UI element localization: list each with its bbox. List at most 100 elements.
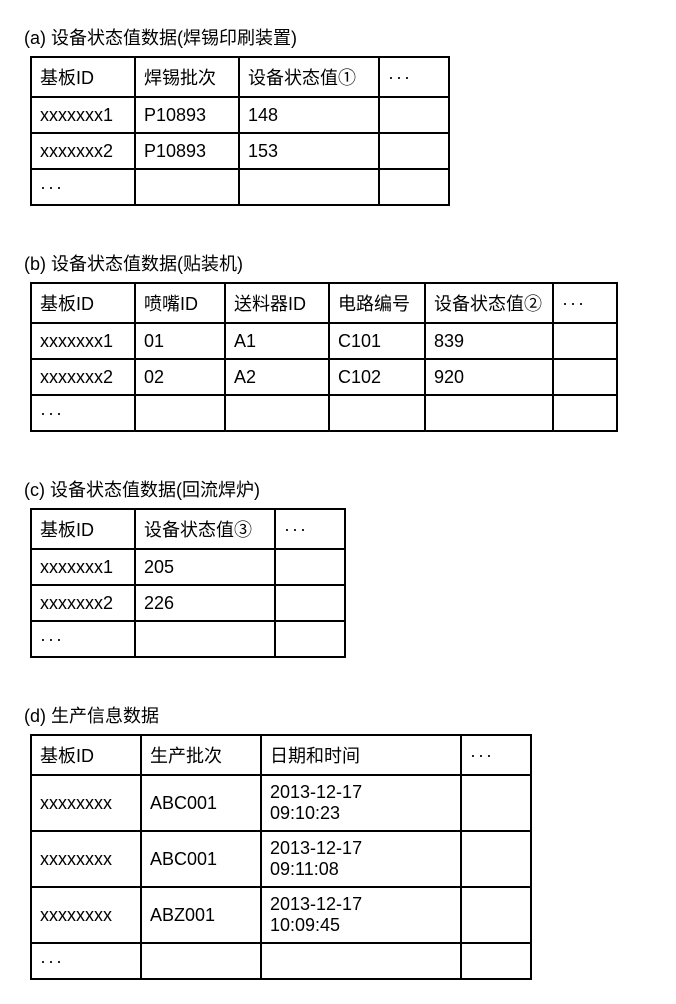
table-cell: [135, 169, 239, 205]
table-cell: 2013-12-1709:10:23: [261, 775, 461, 831]
table-cell: [239, 169, 379, 205]
table-cell: xxxxxxx1: [31, 97, 135, 133]
table-cell: [275, 585, 345, 621]
table-cell: 205: [135, 549, 275, 585]
table-section-1: (b) 设备状态值数据(贴装机)基板ID喷嘴ID送料器ID电路编号设备状态值②·…: [20, 250, 656, 432]
data-table: 基板ID焊锡批次设备状态值①···xxxxxxx1P10893148xxxxxx…: [30, 56, 450, 206]
table-header-cell: ···: [275, 509, 345, 549]
table-header-cell: 设备状态值③: [135, 509, 275, 549]
table-section-2: (c) 设备状态值数据(回流焊炉)基板ID设备状态值③···xxxxxxx120…: [20, 476, 656, 658]
data-table: 基板ID设备状态值③···xxxxxxx1205xxxxxxx2226···: [30, 508, 346, 658]
table-cell: [553, 359, 617, 395]
table-cell: xxxxxxxx: [31, 831, 141, 887]
table-cell: [329, 395, 425, 431]
table-row: ···: [31, 395, 617, 431]
table-header-cell: 焊锡批次: [135, 57, 239, 97]
table-cell: A2: [225, 359, 329, 395]
table-header-row: 基板ID设备状态值③···: [31, 509, 345, 549]
table-header-row: 基板ID焊锡批次设备状态值①···: [31, 57, 449, 97]
table-header-cell: 喷嘴ID: [135, 283, 225, 323]
table-cell: xxxxxxxx: [31, 775, 141, 831]
table-header-cell: 基板ID: [31, 735, 141, 775]
table-cell: [461, 831, 531, 887]
table-row: xxxxxxxxABC0012013-12-1709:11:08: [31, 831, 531, 887]
table-cell: ···: [31, 943, 141, 979]
table-cell: [275, 621, 345, 657]
table-cell: 839: [425, 323, 553, 359]
table-cell: ···: [31, 621, 135, 657]
table-cell: ABC001: [141, 831, 261, 887]
table-cell: A1: [225, 323, 329, 359]
table-row: xxxxxxx2P10893153: [31, 133, 449, 169]
table-row: xxxxxxx202A2C102920: [31, 359, 617, 395]
table-header-row: 基板ID生产批次日期和时间···: [31, 735, 531, 775]
table-cell: [135, 395, 225, 431]
table-cell: [141, 943, 261, 979]
table-cell: [379, 97, 449, 133]
table-row: xxxxxxxxABC0012013-12-1709:10:23: [31, 775, 531, 831]
table-cell: 02: [135, 359, 225, 395]
table-header-cell: 设备状态值①: [239, 57, 379, 97]
table-header-cell: 日期和时间: [261, 735, 461, 775]
table-header-cell: 送料器ID: [225, 283, 329, 323]
table-cell: 920: [425, 359, 553, 395]
table-header-cell: 设备状态值②: [425, 283, 553, 323]
table-cell: xxxxxxx1: [31, 323, 135, 359]
table-section-0: (a) 设备状态值数据(焊锡印刷装置)基板ID焊锡批次设备状态值①···xxxx…: [20, 24, 656, 206]
table-caption: (c) 设备状态值数据(回流焊炉): [24, 476, 656, 502]
table-cell: [461, 887, 531, 943]
table-header-cell: 电路编号: [329, 283, 425, 323]
table-section-3: (d) 生产信息数据基板ID生产批次日期和时间···xxxxxxxxABC001…: [20, 702, 656, 980]
table-row: ···: [31, 169, 449, 205]
table-cell: C102: [329, 359, 425, 395]
table-row: xxxxxxx1205: [31, 549, 345, 585]
table-row: xxxxxxx1P10893148: [31, 97, 449, 133]
table-row: ···: [31, 943, 531, 979]
table-cell: [379, 133, 449, 169]
table-cell: ABC001: [141, 775, 261, 831]
table-cell: xxxxxxx1: [31, 549, 135, 585]
table-caption: (b) 设备状态值数据(贴装机): [24, 250, 656, 276]
table-header-cell: 基板ID: [31, 509, 135, 549]
table-header-cell: 基板ID: [31, 283, 135, 323]
table-header-cell: ···: [379, 57, 449, 97]
table-cell: xxxxxxx2: [31, 359, 135, 395]
data-table: 基板ID生产批次日期和时间···xxxxxxxxABC0012013-12-17…: [30, 734, 532, 980]
table-row: xxxxxxxxABZ0012013-12-1710:09:45: [31, 887, 531, 943]
table-cell: xxxxxxx2: [31, 585, 135, 621]
table-row: ···: [31, 621, 345, 657]
table-cell: xxxxxxx2: [31, 133, 135, 169]
table-cell: [553, 395, 617, 431]
table-cell: ABZ001: [141, 887, 261, 943]
table-header-cell: ···: [461, 735, 531, 775]
table-caption: (a) 设备状态值数据(焊锡印刷装置): [24, 24, 656, 50]
table-cell: 226: [135, 585, 275, 621]
table-header-cell: ···: [553, 283, 617, 323]
table-cell: P10893: [135, 133, 239, 169]
table-cell: 2013-12-1709:11:08: [261, 831, 461, 887]
table-cell: [461, 775, 531, 831]
table-cell: xxxxxxxx: [31, 887, 141, 943]
table-cell: 2013-12-1710:09:45: [261, 887, 461, 943]
table-cell: 148: [239, 97, 379, 133]
table-cell: 01: [135, 323, 225, 359]
table-caption: (d) 生产信息数据: [24, 702, 656, 728]
table-cell: C101: [329, 323, 425, 359]
data-table: 基板ID喷嘴ID送料器ID电路编号设备状态值②···xxxxxxx101A1C1…: [30, 282, 618, 432]
table-cell: [379, 169, 449, 205]
table-cell: ···: [31, 169, 135, 205]
table-cell: [461, 943, 531, 979]
table-cell: [225, 395, 329, 431]
table-cell: [553, 323, 617, 359]
table-cell: [275, 549, 345, 585]
table-header-cell: 生产批次: [141, 735, 261, 775]
table-row: xxxxxxx101A1C101839: [31, 323, 617, 359]
table-cell: P10893: [135, 97, 239, 133]
table-cell: [135, 621, 275, 657]
table-row: xxxxxxx2226: [31, 585, 345, 621]
table-cell: [425, 395, 553, 431]
table-header-row: 基板ID喷嘴ID送料器ID电路编号设备状态值②···: [31, 283, 617, 323]
table-header-cell: 基板ID: [31, 57, 135, 97]
table-cell: 153: [239, 133, 379, 169]
table-cell: ···: [31, 395, 135, 431]
